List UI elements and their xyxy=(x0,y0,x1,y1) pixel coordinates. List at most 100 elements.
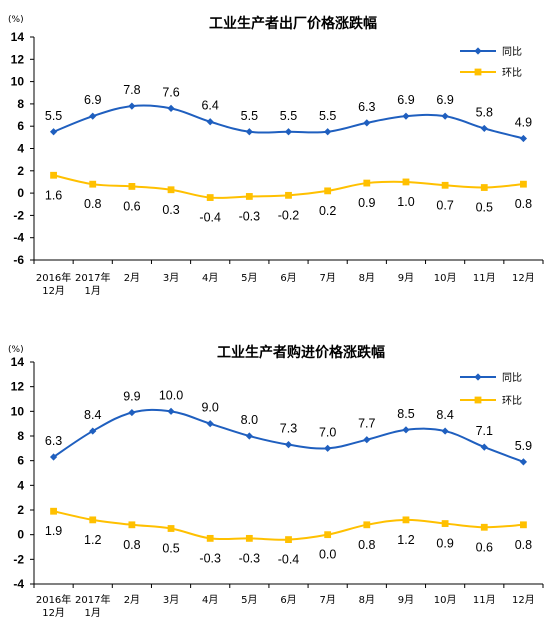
x-tick-label: 7月 xyxy=(319,272,335,284)
y-tick-label: 4 xyxy=(17,478,24,492)
y-tick-label: -4 xyxy=(13,231,24,245)
data-label: 1.9 xyxy=(45,524,62,538)
legend-label: 同比 xyxy=(502,46,522,58)
x-tick-label: 5月 xyxy=(241,594,257,606)
data-label: 5.8 xyxy=(476,105,493,119)
data-label: 0.5 xyxy=(476,201,493,215)
data-label: 0.8 xyxy=(84,197,101,211)
unit-label: (%) xyxy=(8,15,24,25)
data-label: 7.8 xyxy=(123,83,140,97)
x-tick-label: 10月 xyxy=(434,594,457,606)
data-point xyxy=(128,183,136,190)
y-tick-label: 4 xyxy=(17,142,24,156)
data-label: 7.7 xyxy=(358,417,375,431)
y-tick-label: 8 xyxy=(17,97,24,111)
data-point xyxy=(206,118,214,126)
x-tick-label: 9月 xyxy=(398,594,414,606)
data-label: 0.8 xyxy=(515,538,532,552)
data-point xyxy=(206,534,214,542)
data-label: 5.5 xyxy=(241,109,258,123)
data-label: -0.3 xyxy=(199,551,221,565)
data-label: 0.8 xyxy=(515,197,532,211)
data-point xyxy=(167,186,175,194)
data-point xyxy=(206,420,214,428)
data-label: 10.0 xyxy=(159,388,183,402)
y-tick-label: 2 xyxy=(17,164,24,178)
data-label: 5.9 xyxy=(515,439,532,453)
data-point xyxy=(89,180,97,188)
x-tick-label: 2017年 1月 xyxy=(75,593,110,619)
x-tick-label: 7月 xyxy=(319,594,335,606)
data-label: 7.6 xyxy=(162,85,179,99)
y-tick-label: 12 xyxy=(11,380,25,394)
data-point xyxy=(245,534,253,542)
data-label: 0.8 xyxy=(123,538,140,552)
data-label: 8.4 xyxy=(436,408,453,422)
y-tick-label: 6 xyxy=(17,454,24,468)
data-label: -0.2 xyxy=(278,208,300,222)
data-point xyxy=(89,112,97,120)
data-point xyxy=(167,525,175,532)
data-point xyxy=(519,134,528,143)
data-label: 1.2 xyxy=(84,533,101,547)
x-tick-label: 6月 xyxy=(280,594,296,606)
series-line xyxy=(53,510,524,541)
data-label: 9.9 xyxy=(123,390,140,404)
data-point xyxy=(520,180,527,188)
data-point xyxy=(285,191,292,199)
data-label: 9.0 xyxy=(201,401,218,415)
data-point xyxy=(50,507,57,515)
data-label: 8.0 xyxy=(241,413,258,427)
x-tick-label: 11月 xyxy=(473,594,496,606)
x-tick-label: 6月 xyxy=(280,272,296,284)
data-point xyxy=(480,443,488,451)
data-label: 0.6 xyxy=(476,540,493,554)
data-point xyxy=(402,112,410,120)
data-point xyxy=(245,432,253,440)
data-point xyxy=(402,178,410,186)
chart-title: 工业生产者出厂价格涨跌幅 xyxy=(209,15,377,32)
x-tick-label: 4月 xyxy=(202,272,218,284)
unit-label: (%) xyxy=(8,345,24,355)
legend-marker xyxy=(474,373,482,381)
x-tick-label: 5月 xyxy=(241,272,257,284)
series-yoy: 6.3 8.4 9.9 10.0 9.0 8.0 7.3 7.0 7.7 8.5 8.4 7.1 5.9 xyxy=(45,388,532,466)
legend-label: 环比 xyxy=(502,395,522,407)
data-point xyxy=(206,194,214,201)
data-label: 1.6 xyxy=(45,188,62,202)
x-tick-label: 2月 xyxy=(124,594,140,606)
x-tick-label: 2017年 1月 xyxy=(75,271,110,297)
data-label: 5.5 xyxy=(280,109,297,123)
data-point xyxy=(480,523,488,531)
data-point xyxy=(128,408,136,417)
x-tick-label: 3月 xyxy=(163,594,179,606)
data-point xyxy=(363,436,371,444)
x-tick-label: 8月 xyxy=(359,272,375,284)
x-tick-label: 3月 xyxy=(163,272,179,284)
data-point xyxy=(285,536,292,543)
series-mom: 1.9 1.2 0.8 0.5 -0.3 -0.3 -0.4 0.0 0.8 1.2 0.9 0.6 0… xyxy=(45,507,532,567)
legend-marker xyxy=(474,47,482,55)
data-label: 6.9 xyxy=(436,93,453,107)
data-point xyxy=(167,104,175,112)
legend-marker xyxy=(474,396,482,404)
y-tick-label: 10 xyxy=(11,404,25,418)
x-tick-label: 12月 xyxy=(512,272,535,284)
x-tick-label: 4月 xyxy=(202,594,218,606)
data-label: -0.4 xyxy=(199,211,221,225)
y-tick-label: 12 xyxy=(11,52,25,66)
x-tick-label: 8月 xyxy=(359,594,375,606)
data-point xyxy=(284,441,293,449)
data-point xyxy=(520,521,527,529)
data-label: -0.4 xyxy=(278,553,300,567)
data-label: 0.6 xyxy=(123,199,140,213)
y-tick-label: -6 xyxy=(13,253,24,267)
data-point xyxy=(245,193,253,200)
data-point xyxy=(363,179,371,187)
legend-label: 环比 xyxy=(502,67,522,79)
x-tick-label: 2016年 12月 xyxy=(36,271,71,297)
data-point xyxy=(167,407,175,415)
data-point xyxy=(324,444,332,452)
chart-1: 工业生产者出厂价格涨跌幅 (%) -6 -4 -2 0 2 4 6 8 10 12 14 2016年 12月… xyxy=(8,15,544,297)
data-label: 8.5 xyxy=(397,407,414,421)
